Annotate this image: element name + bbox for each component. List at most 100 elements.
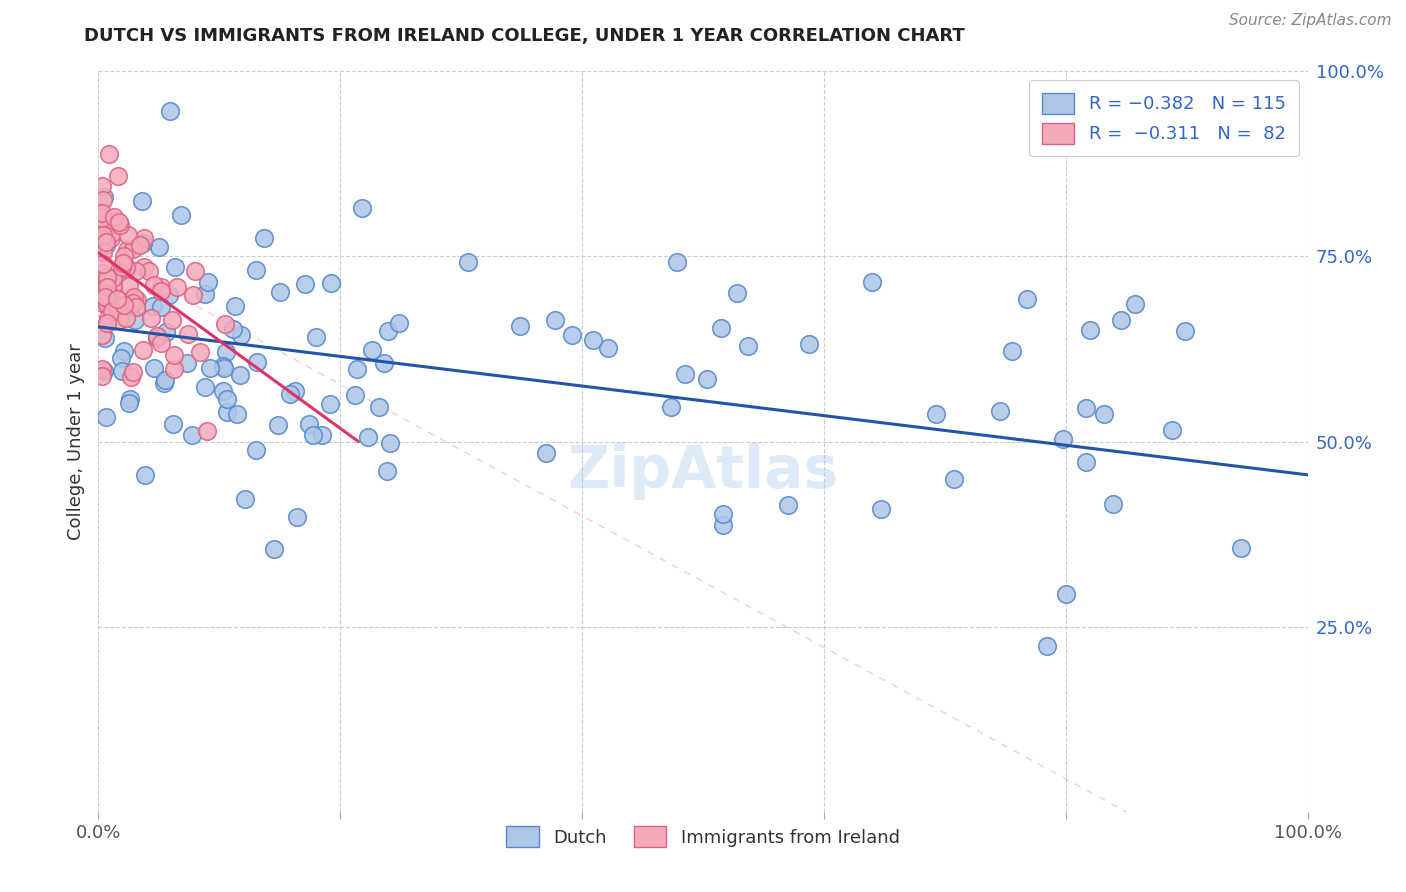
Point [91,211,114,225]
Point [1036,640,1059,654]
Point [176,356,198,370]
Point [710,320,733,334]
Point [180,427,202,442]
Point [696,371,718,385]
Point [361,343,384,358]
Point [221,322,243,336]
Point [132,231,155,245]
Point [368,400,391,414]
Point [1092,407,1115,421]
Point [162,313,184,327]
Point [108,215,131,229]
Point [96,286,118,301]
Point [319,396,342,410]
Point [377,324,399,338]
Point [245,263,267,277]
Point [544,313,567,327]
Point [266,417,288,432]
Point [96,280,118,294]
Point [159,103,181,118]
Point [96,274,118,288]
Point [343,388,366,402]
Point [582,333,605,347]
Point [942,472,965,486]
Point [1230,541,1253,556]
Point [1052,432,1074,446]
Point [357,430,380,444]
Point [245,442,267,457]
Point [98,288,121,302]
Point [146,328,169,343]
Point [711,517,734,532]
Point [665,255,688,269]
Point [596,341,619,355]
Point [98,147,121,161]
Point [1074,454,1097,468]
Point [319,276,342,290]
Point [105,298,128,312]
Point [139,311,162,326]
Point [117,227,139,242]
Point [91,232,114,246]
Point [148,240,170,254]
Point [725,285,748,300]
Y-axis label: College, Under 1 year: College, Under 1 year [66,343,84,540]
Point [302,428,325,442]
Point [122,296,145,310]
Point [120,370,142,384]
Point [91,296,114,310]
Point [96,269,118,284]
Point [124,290,146,304]
Point [115,261,138,276]
Point [103,301,125,316]
Point [93,364,115,378]
Point [94,331,117,345]
Point [194,287,217,301]
Point [181,288,204,302]
Point [96,291,118,305]
Point [127,293,149,308]
Point [118,279,141,293]
Point [1161,423,1184,437]
Point [91,368,114,383]
Point [91,285,114,300]
Point [776,498,799,512]
Point [155,325,177,339]
Point [142,278,165,293]
Point [101,227,124,241]
Point [1054,587,1077,601]
Point [96,235,118,249]
Point [184,264,207,278]
Point [111,260,134,275]
Point [115,260,138,274]
Point [132,343,155,357]
Point [375,463,398,477]
Point [860,276,883,290]
Point [457,255,479,269]
Point [285,510,308,524]
Point [131,194,153,209]
Point [105,293,128,307]
Point [988,404,1011,418]
Point [114,311,136,326]
Point [388,316,411,330]
Point [145,331,167,345]
Point [1174,324,1197,338]
Point [91,228,114,243]
Point [200,360,222,375]
Point [1015,292,1038,306]
Point [96,278,118,293]
Point [122,366,145,380]
Point [224,299,246,313]
Point [124,312,146,326]
Point [284,384,307,398]
Point [561,328,583,343]
Point [373,356,395,370]
Point [212,360,235,375]
Point [194,380,217,394]
Point [165,260,187,274]
Point [233,492,256,507]
Point [101,271,124,285]
Point [197,275,219,289]
Point [150,280,173,294]
